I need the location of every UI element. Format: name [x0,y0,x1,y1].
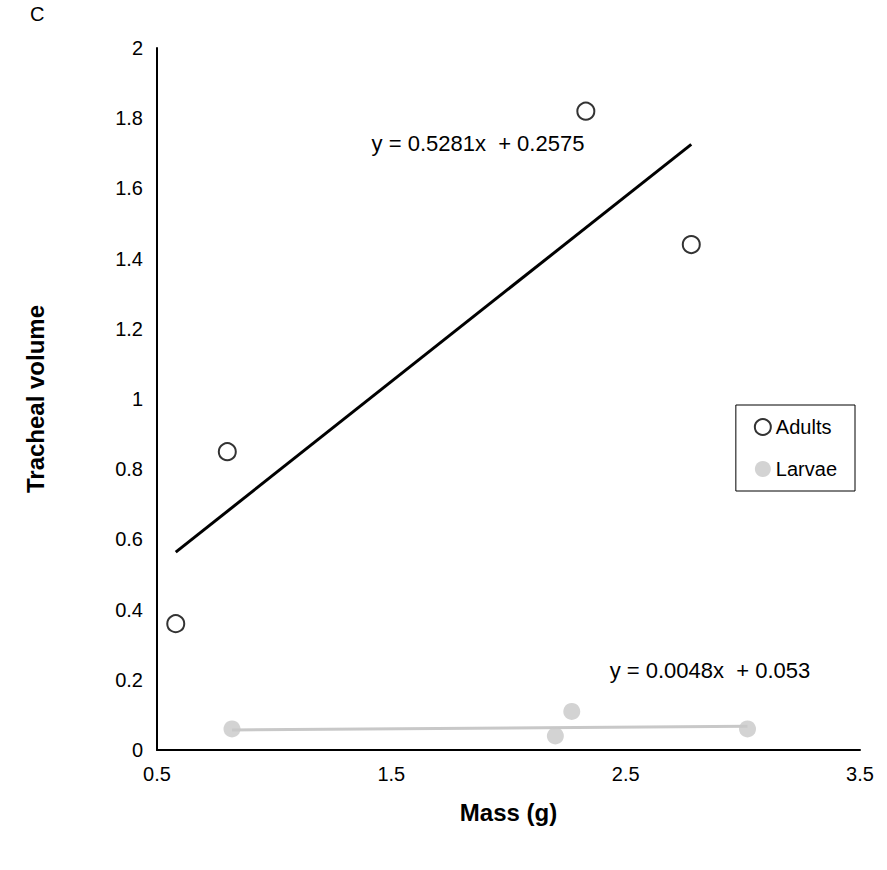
svg-text:y = 0.5281x + 0.2575: y = 0.5281x + 0.2575 [372,131,585,156]
svg-text:3.5: 3.5 [846,763,874,785]
svg-text:0.6: 0.6 [115,528,143,550]
svg-text:2.5: 2.5 [612,763,640,785]
svg-text:0: 0 [132,739,143,761]
svg-text:Larvae: Larvae [776,458,837,480]
svg-text:Mass (g): Mass (g) [460,799,557,826]
svg-text:0.8: 0.8 [115,458,143,480]
svg-text:1.5: 1.5 [377,763,405,785]
svg-text:Adults: Adults [776,416,832,438]
svg-text:1: 1 [132,388,143,410]
svg-text:1.2: 1.2 [115,318,143,340]
svg-text:Tracheal volume: Tracheal volume [22,305,49,493]
svg-text:C: C [30,3,44,25]
svg-text:1.6: 1.6 [115,177,143,199]
svg-text:1.8: 1.8 [115,107,143,129]
svg-text:2: 2 [132,37,143,59]
svg-text:0.2: 0.2 [115,669,143,691]
svg-text:0.5: 0.5 [143,763,171,785]
svg-text:0.4: 0.4 [115,599,143,621]
svg-text:1.4: 1.4 [115,248,143,270]
svg-text:y = 0.0048x + 0.053: y = 0.0048x + 0.053 [610,658,811,683]
